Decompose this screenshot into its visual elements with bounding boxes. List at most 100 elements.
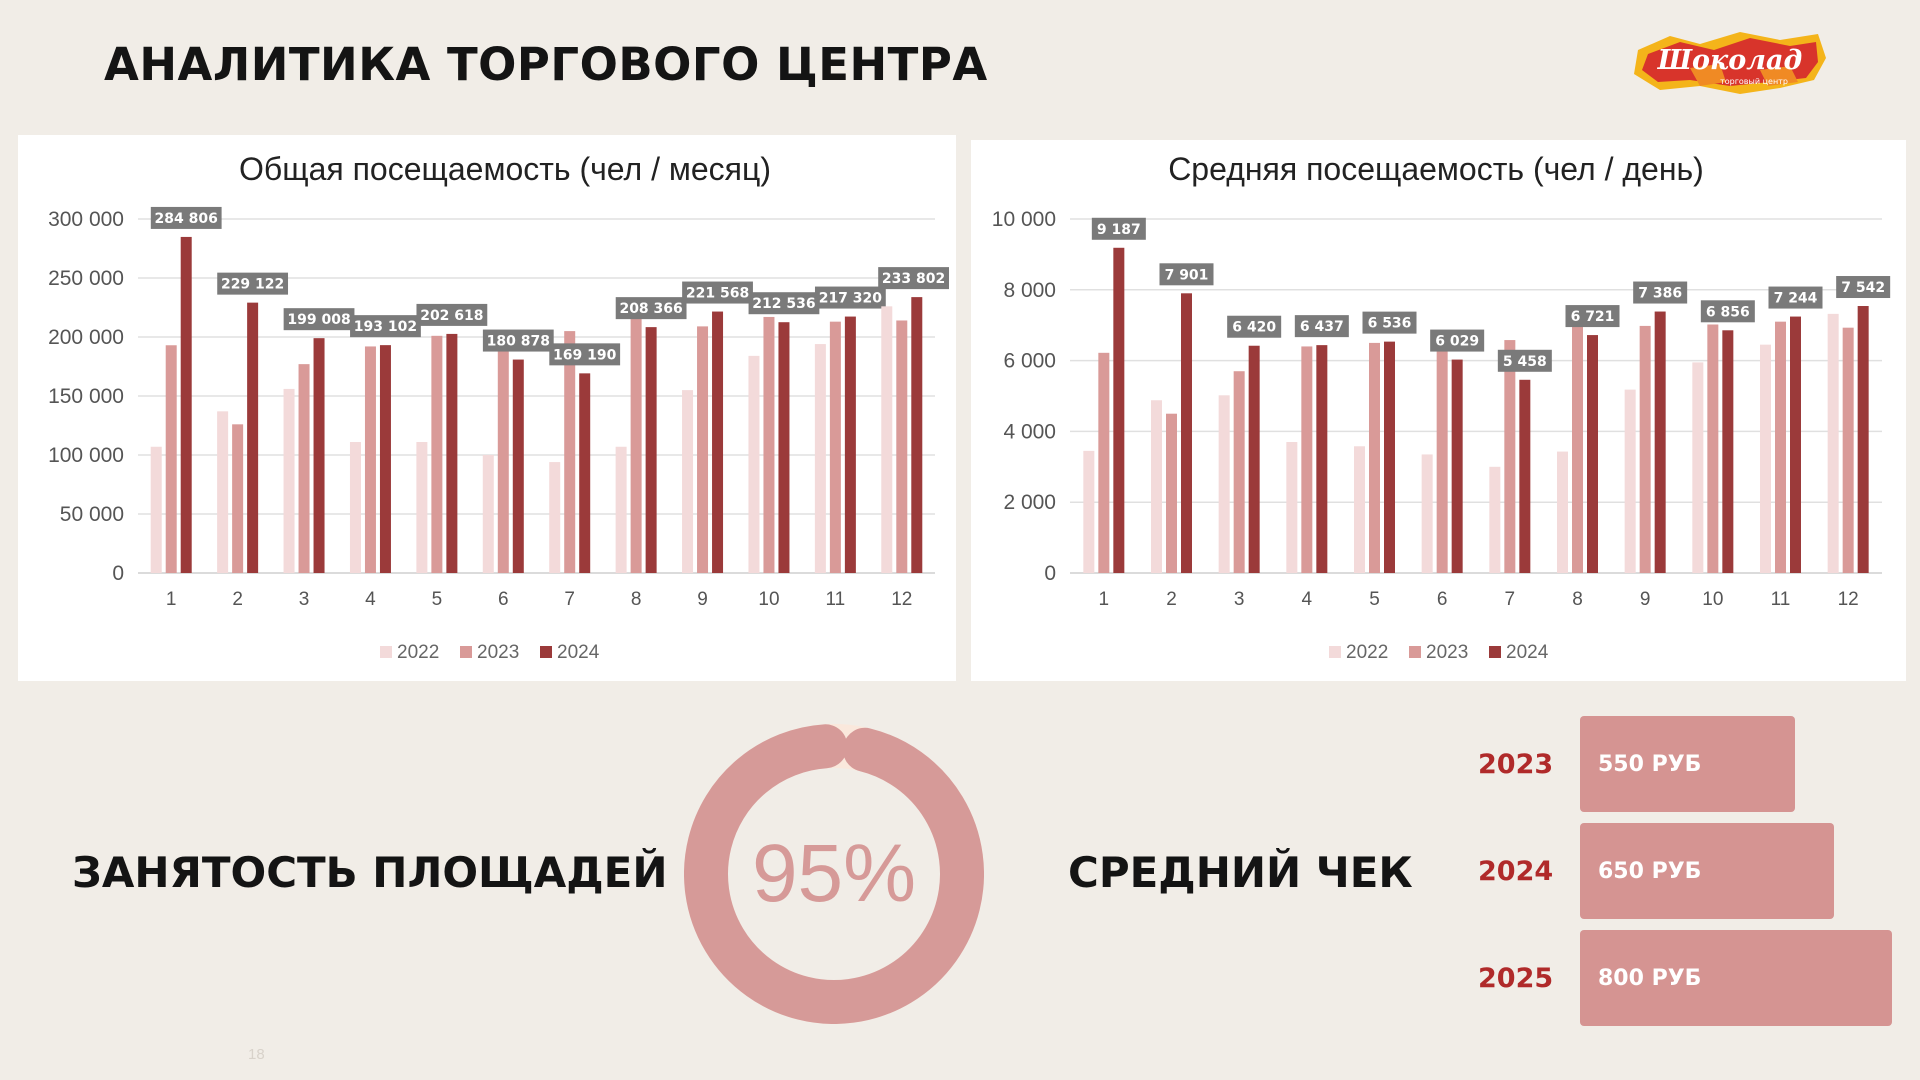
- y-tick-label: 2 000: [1003, 491, 1056, 514]
- data-label-box: [1836, 276, 1891, 299]
- bar-2022-12: [881, 306, 893, 573]
- x-tick-label: 1: [1099, 589, 1110, 610]
- x-tick-label: 5: [1369, 589, 1380, 610]
- data-label: 212 536: [752, 296, 815, 312]
- bar-2024-10: [1722, 330, 1734, 573]
- data-label-box: [1700, 300, 1755, 323]
- data-label-box: [549, 343, 621, 366]
- bar-2023-6: [1436, 340, 1448, 573]
- y-tick-label: 0: [1044, 562, 1056, 585]
- legend-entry: 2024: [1506, 642, 1549, 663]
- bar-2022-5: [1354, 446, 1365, 573]
- legend-swatch-2023: [460, 646, 472, 658]
- chart-title: Общая посещаемость (чел / месяц): [239, 151, 771, 187]
- x-tick-label: 2: [232, 589, 243, 610]
- bar-2024-11: [844, 316, 856, 573]
- bar-2024-1: [180, 236, 192, 573]
- data-label: 202 618: [420, 308, 483, 324]
- bar-2024-4: [1316, 345, 1328, 573]
- data-label-box: [150, 206, 222, 229]
- data-label: 9 187: [1097, 222, 1141, 238]
- bar-2024-7: [579, 373, 591, 573]
- bar-2023-1: [165, 345, 177, 573]
- bar-2023-10: [1707, 324, 1719, 573]
- average-check-bar: 550 РУБ: [1580, 716, 1795, 812]
- data-label: 229 122: [221, 277, 284, 293]
- bar-2023-5: [1369, 342, 1380, 573]
- data-label: 7 901: [1165, 267, 1209, 283]
- bar-2024-6: [1451, 359, 1463, 573]
- bar-2023-9: [1639, 325, 1651, 573]
- monthly-attendance-panel: Общая посещаемость (чел / месяц) 0 50 000 1…: [18, 135, 956, 681]
- bar-2024-12: [911, 297, 923, 573]
- bar-2022-10: [748, 355, 760, 573]
- legend-swatch-2024: [1489, 646, 1501, 658]
- x-tick-label: 9: [1640, 589, 1651, 610]
- y-tick-label: 4 000: [1003, 420, 1056, 443]
- x-tick-label: 10: [758, 589, 779, 610]
- bar-2022-9: [1624, 389, 1636, 573]
- data-label: 7 386: [1638, 286, 1682, 302]
- y-tick-label: 300 000: [48, 208, 124, 231]
- bar-2023-7: [1504, 340, 1516, 573]
- data-label: 221 568: [686, 286, 749, 302]
- bar-2024-4: [379, 345, 391, 573]
- bar-2023-7: [564, 331, 576, 573]
- bar-2022-7: [1489, 466, 1501, 573]
- occupancy-donut: [684, 724, 984, 1024]
- bar-2022-10: [1692, 362, 1704, 573]
- data-label-box: [682, 281, 753, 304]
- bar-2023-2: [1166, 413, 1177, 573]
- legend-entry: 2023: [477, 642, 519, 663]
- y-tick-label: 200 000: [48, 326, 124, 349]
- bar-2024-9: [1654, 311, 1666, 573]
- data-label-box: [814, 286, 886, 309]
- monthly-attendance-chart: Общая посещаемость (чел / месяц) 0 50 000 1…: [48, 151, 949, 663]
- data-label: 208 366: [619, 301, 682, 317]
- x-tick-label: 4: [1302, 589, 1313, 610]
- bar-2024-5: [1384, 341, 1395, 573]
- average-check-heading: СРЕДНИЙ ЧЕК: [1068, 848, 1413, 897]
- bar-2023-10: [763, 316, 775, 573]
- legend-entry: 2023: [1426, 642, 1468, 663]
- bar-2023-9: [697, 326, 709, 573]
- data-label-box: [1633, 281, 1688, 304]
- bar-2024-12: [1857, 306, 1869, 573]
- legend-swatch-2024: [540, 646, 552, 658]
- bar-2022-3: [1218, 395, 1230, 573]
- bar-2022-2: [217, 411, 229, 573]
- bar-2024-8: [645, 327, 657, 573]
- data-label: 6 420: [1232, 320, 1276, 336]
- bar-2024-11: [1790, 316, 1801, 573]
- x-tick-label: 3: [299, 589, 310, 610]
- bar-2023-4: [364, 346, 376, 573]
- bar-2024-2: [247, 302, 259, 573]
- data-label: 284 806: [155, 211, 218, 227]
- legend-swatch-2022: [1329, 646, 1341, 658]
- bar-2024-10: [778, 322, 790, 573]
- y-tick-label: 0: [112, 562, 124, 585]
- bar-2022-11: [814, 344, 826, 573]
- bar-2022-1: [150, 446, 162, 573]
- y-tick-label: 100 000: [48, 444, 124, 467]
- bar-2022-11: [1760, 344, 1771, 573]
- data-label-box: [1091, 217, 1146, 240]
- data-label: 6 856: [1706, 304, 1750, 320]
- logo-subtitle: торговый центр: [1720, 77, 1788, 86]
- average-check-bar: 800 РУБ: [1580, 930, 1892, 1026]
- data-label-box: [878, 267, 949, 290]
- chart-title: Средняя посещаемость (чел / день): [1168, 151, 1704, 187]
- average-check-year: 2025: [1478, 962, 1554, 994]
- data-label-box: [482, 329, 554, 352]
- bar-2023-11: [1775, 321, 1786, 573]
- occupancy-heading: ЗАНЯТОСТЬ ПЛОЩАДЕЙ: [72, 848, 668, 897]
- bar-2023-4: [1301, 346, 1313, 573]
- bar-2022-7: [549, 462, 561, 573]
- page-title: АНАЛИТИКА ТОРГОВОГО ЦЕНТРА: [104, 38, 988, 91]
- bar-2022-9: [682, 390, 694, 573]
- data-label-box: [748, 292, 820, 315]
- data-label: 217 320: [819, 291, 883, 307]
- data-label: 193 102: [354, 319, 417, 335]
- data-label-box: [1430, 329, 1485, 352]
- data-label-box: [1768, 286, 1823, 309]
